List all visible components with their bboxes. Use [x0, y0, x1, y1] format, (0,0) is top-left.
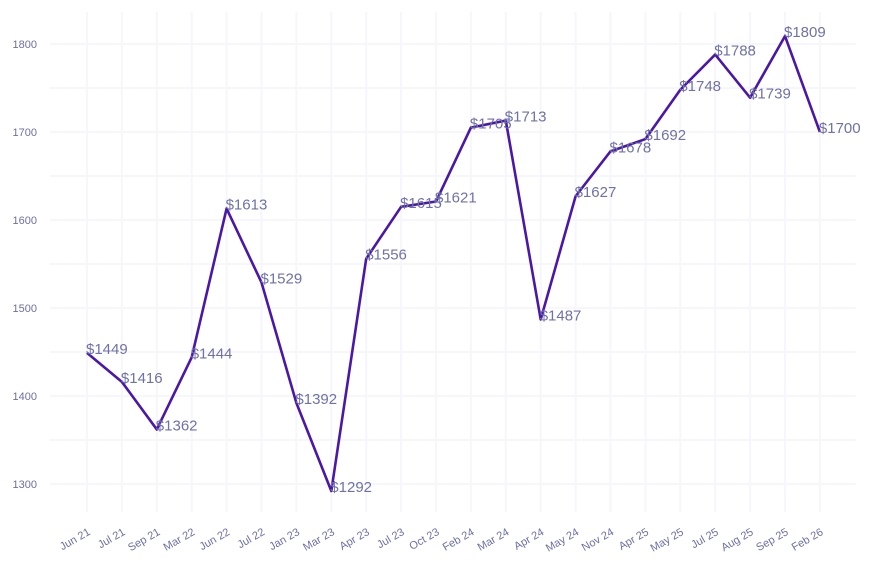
data-label: $1613: [226, 197, 268, 214]
x-tick-label: Apr 24: [512, 526, 546, 553]
x-tick-label: Nov 24: [580, 526, 616, 554]
x-tick-label: Jun 22: [197, 526, 232, 553]
data-label: $1362: [156, 417, 198, 434]
x-tick-label: Mar 22: [162, 526, 198, 554]
data-label: $1449: [86, 341, 128, 358]
y-tick-label: 1500: [13, 303, 37, 315]
x-tick-label: May 24: [544, 526, 581, 554]
data-label: $1700: [819, 120, 861, 137]
data-label: $1748: [679, 78, 721, 95]
x-tick-label: Apr 23: [338, 526, 372, 553]
y-tick-label: 1600: [13, 215, 37, 227]
x-tick-label: Aug 25: [719, 526, 755, 554]
data-label: $1487: [540, 307, 582, 324]
data-label: $1627: [575, 184, 617, 201]
data-labels: $1449 $1416 $1362 $1444 $1613 $1529 $1392 $1292…: [86, 24, 861, 496]
data-label: $1692: [644, 127, 686, 144]
y-tick-label: 1400: [13, 391, 37, 403]
x-tick-label: Feb 24: [441, 526, 477, 554]
data-label: $1705: [470, 116, 512, 133]
price-line: [86, 34, 822, 493]
x-tick-label: Sep 21: [126, 526, 162, 554]
data-label: $1713: [505, 109, 547, 126]
x-tick-label: Jul 22: [236, 526, 267, 551]
x-tick-label: Feb 26: [790, 526, 826, 554]
y-axis: 1300 1400 1500 1600 1700 1800: [13, 39, 37, 491]
x-tick-label: Jan 23: [267, 526, 302, 553]
x-tick-label: Jul 21: [96, 526, 127, 551]
data-label: $1739: [749, 86, 791, 103]
data-label: $1621: [435, 190, 477, 207]
y-tick-label: 1300: [13, 479, 37, 491]
data-label: $1292: [330, 479, 372, 496]
data-label: $1416: [121, 370, 163, 387]
x-tick-label: Oct 23: [407, 526, 441, 553]
x-tick-label: Mar 23: [301, 526, 337, 554]
gridlines: [50, 12, 856, 512]
data-label: $1444: [191, 345, 233, 362]
data-label: $1556: [365, 247, 407, 264]
data-label: $1678: [610, 139, 652, 156]
x-tick-label: Mar 24: [476, 526, 512, 554]
data-label: $1615: [400, 195, 442, 212]
x-tick-label: Jul 23: [375, 526, 406, 551]
x-tick-label: Apr 25: [617, 526, 651, 553]
data-label: $1788: [714, 43, 756, 60]
data-label: $1809: [784, 24, 826, 41]
x-tick-label: May 25: [649, 526, 686, 554]
x-tick-label: Jun 21: [58, 526, 93, 553]
y-tick-label: 1700: [13, 127, 37, 139]
x-tick-label: Sep 25: [754, 526, 790, 554]
x-tick-label: Jul 25: [689, 526, 720, 551]
data-label: $1392: [295, 391, 337, 408]
data-label: $1529: [261, 270, 303, 287]
y-tick-label: 1800: [13, 39, 37, 51]
